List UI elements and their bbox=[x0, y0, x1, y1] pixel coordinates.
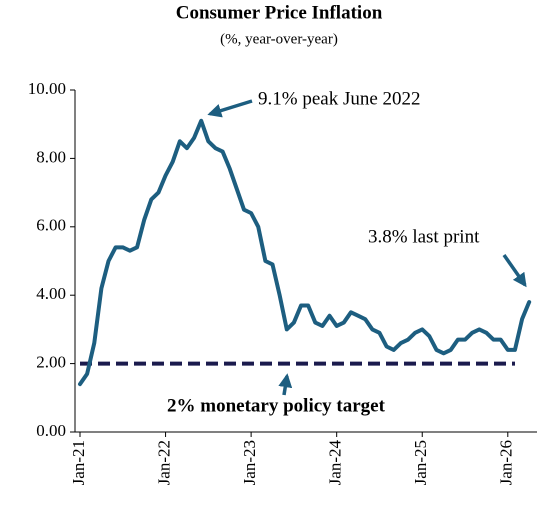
x-tick-label: Jan-24 bbox=[326, 440, 345, 486]
annotation: 3.8% last print bbox=[368, 226, 480, 247]
target-label: 2% monetary policy target bbox=[167, 395, 386, 416]
y-tick-label: 4.00 bbox=[36, 284, 66, 303]
x-tick-label: Jan-25 bbox=[411, 440, 430, 485]
annotation-arrow bbox=[502, 253, 527, 288]
x-tick-label: Jan-23 bbox=[240, 440, 259, 485]
y-tick-label: 8.00 bbox=[36, 147, 66, 166]
y-tick-label: 10.00 bbox=[28, 79, 66, 98]
series-line bbox=[78, 118, 532, 387]
chart-title: Consumer Price Inflation bbox=[176, 2, 383, 23]
y-tick-label: 2.00 bbox=[36, 353, 66, 372]
annotation-arrow bbox=[207, 99, 253, 118]
chart-subtitle: (%, year-over-year) bbox=[220, 31, 338, 47]
annotation-arrow bbox=[278, 373, 293, 396]
y-tick-label: 6.00 bbox=[36, 216, 66, 235]
x-tick-label: Jan-26 bbox=[497, 440, 516, 485]
annotation: 9.1% peak June 2022 bbox=[258, 88, 421, 109]
y-tick-label: 0.00 bbox=[36, 421, 66, 440]
x-tick-label: Jan-21 bbox=[69, 440, 88, 485]
x-tick-label: Jan-22 bbox=[154, 440, 173, 485]
